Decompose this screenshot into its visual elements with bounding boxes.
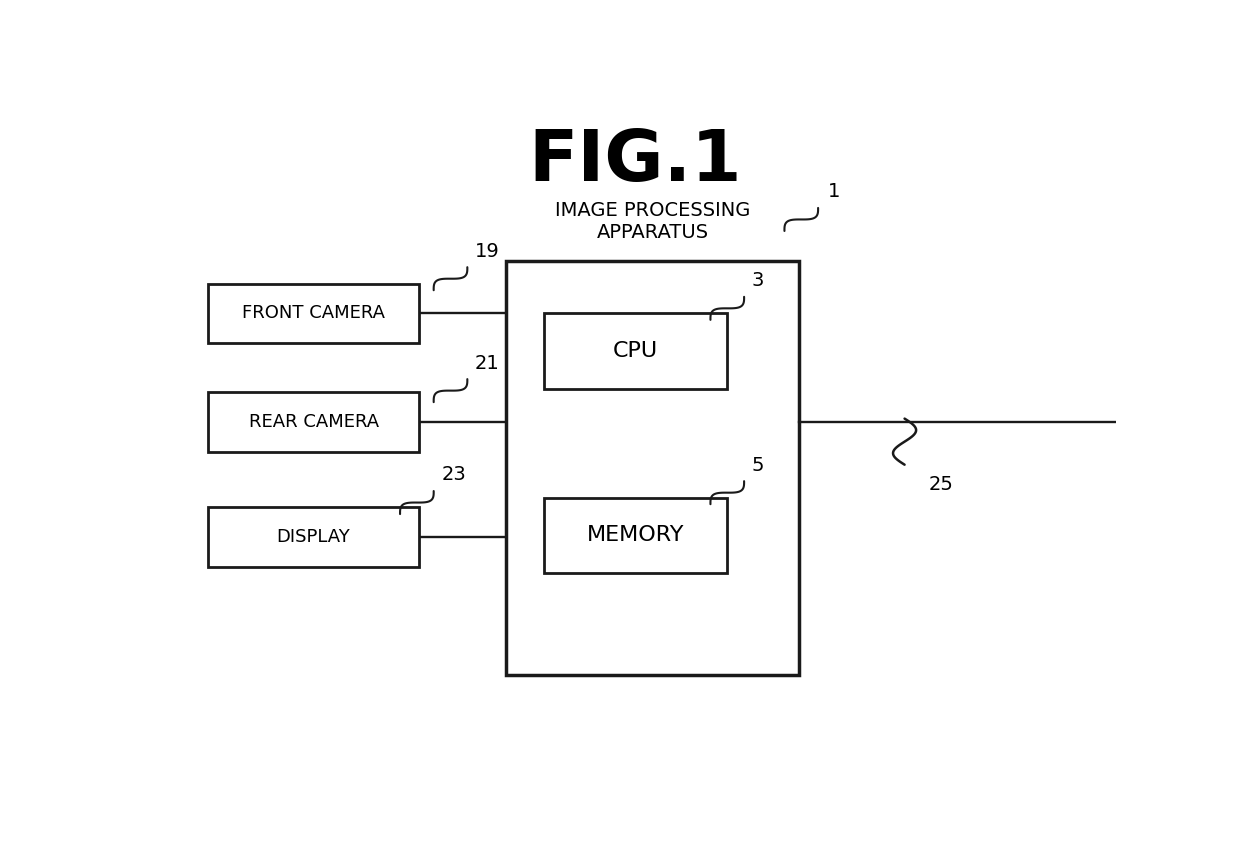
FancyBboxPatch shape bbox=[544, 313, 727, 389]
Text: CPU: CPU bbox=[613, 341, 658, 361]
Text: MEMORY: MEMORY bbox=[587, 526, 684, 545]
FancyBboxPatch shape bbox=[208, 392, 419, 451]
Text: FIG.1: FIG.1 bbox=[528, 127, 743, 197]
Text: FRONT CAMERA: FRONT CAMERA bbox=[242, 304, 386, 322]
Text: 23: 23 bbox=[441, 465, 466, 485]
FancyBboxPatch shape bbox=[544, 498, 727, 574]
Text: IMAGE PROCESSING
APPARATUS: IMAGE PROCESSING APPARATUS bbox=[556, 201, 750, 242]
Text: 19: 19 bbox=[475, 242, 500, 261]
Text: DISPLAY: DISPLAY bbox=[277, 528, 351, 546]
FancyBboxPatch shape bbox=[208, 508, 419, 567]
Text: 5: 5 bbox=[751, 456, 764, 475]
Text: 3: 3 bbox=[751, 271, 764, 290]
Text: 1: 1 bbox=[828, 182, 839, 202]
Text: 21: 21 bbox=[475, 353, 500, 373]
Text: 25: 25 bbox=[929, 475, 954, 493]
FancyBboxPatch shape bbox=[208, 284, 419, 343]
FancyBboxPatch shape bbox=[506, 261, 799, 675]
Text: REAR CAMERA: REAR CAMERA bbox=[248, 413, 378, 431]
